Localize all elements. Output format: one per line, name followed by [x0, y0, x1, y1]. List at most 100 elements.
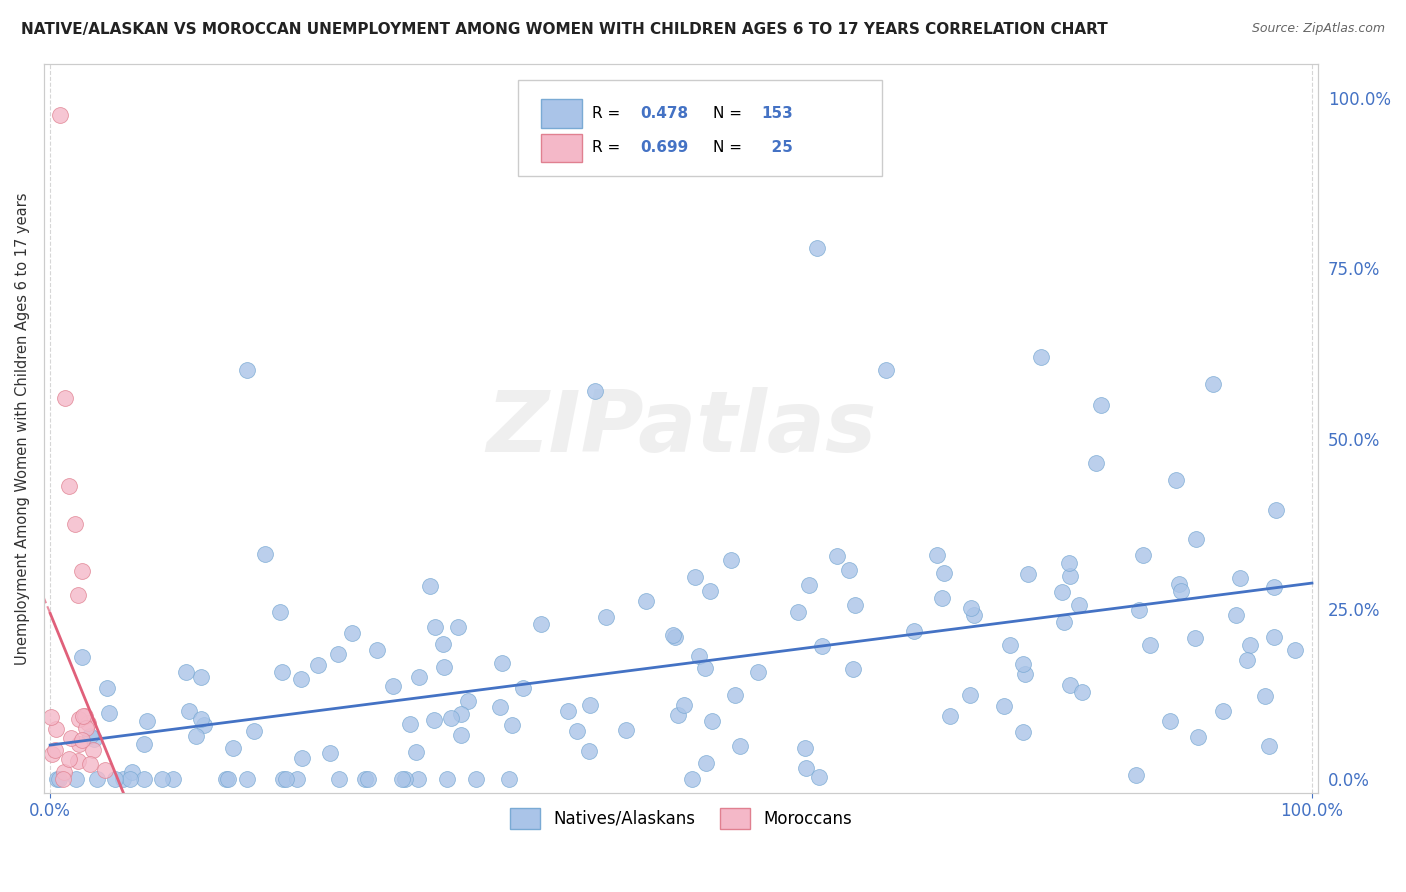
- Point: [578, 698, 600, 713]
- Point: [1253, 689, 1275, 703]
- Point: [1071, 685, 1094, 699]
- Point: [457, 693, 479, 707]
- Text: ZIPatlas: ZIPatlas: [486, 387, 876, 470]
- Point: [419, 579, 441, 593]
- FancyBboxPatch shape: [517, 80, 883, 176]
- Point: [932, 566, 955, 580]
- Point: [1229, 571, 1251, 585]
- Point: [450, 728, 472, 742]
- Point: [664, 630, 686, 644]
- Point: [688, 648, 710, 663]
- Point: [254, 547, 277, 561]
- Point: [931, 591, 953, 605]
- Point: [1170, 584, 1192, 599]
- Point: [1090, 398, 1112, 412]
- Point: [1284, 643, 1306, 657]
- Point: [406, 772, 429, 786]
- Point: [1084, 456, 1107, 470]
- Point: [75, 722, 97, 736]
- Text: R =: R =: [592, 140, 626, 155]
- Point: [67, 754, 90, 768]
- Point: [291, 751, 314, 765]
- Point: [614, 723, 637, 738]
- Point: [423, 713, 446, 727]
- Point: [963, 608, 986, 623]
- Point: [699, 584, 721, 599]
- Point: [673, 698, 696, 712]
- Point: [73, 709, 96, 723]
- Point: [683, 570, 706, 584]
- Point: [82, 743, 104, 757]
- Point: [242, 724, 264, 739]
- Point: [1069, 598, 1091, 612]
- Point: [45, 723, 67, 737]
- Point: [747, 665, 769, 679]
- Point: [273, 772, 295, 786]
- Point: [217, 772, 239, 786]
- Point: [48, 772, 70, 786]
- Point: [842, 662, 865, 676]
- Point: [83, 732, 105, 747]
- Point: [70, 565, 93, 579]
- Point: [193, 718, 215, 732]
- Point: [328, 772, 350, 786]
- Point: [565, 723, 588, 738]
- Point: [1128, 602, 1150, 616]
- Text: N =: N =: [713, 140, 747, 155]
- Point: [903, 624, 925, 639]
- Point: [1225, 608, 1247, 623]
- Point: [58, 752, 80, 766]
- Point: [319, 746, 342, 760]
- Point: [121, 764, 143, 779]
- Point: [432, 659, 454, 673]
- Point: [1184, 631, 1206, 645]
- Point: [94, 764, 117, 778]
- Point: [342, 625, 364, 640]
- Point: [49, 108, 72, 122]
- Point: [512, 681, 534, 695]
- Point: [134, 737, 156, 751]
- Point: [498, 772, 520, 786]
- Point: [693, 661, 716, 675]
- Point: [97, 706, 120, 720]
- Point: [65, 772, 87, 786]
- Point: [1012, 725, 1035, 739]
- Point: [190, 670, 212, 684]
- Point: [79, 757, 101, 772]
- Point: [67, 712, 90, 726]
- Point: [274, 772, 297, 786]
- Point: [844, 598, 866, 612]
- Point: [307, 657, 329, 672]
- Point: [44, 743, 66, 757]
- Point: [186, 729, 208, 743]
- Point: [405, 745, 427, 759]
- Point: [53, 391, 76, 405]
- Point: [1263, 630, 1285, 644]
- Point: [1212, 704, 1234, 718]
- Point: [290, 673, 312, 687]
- Legend: Natives/Alaskans, Moroccans: Natives/Alaskans, Moroccans: [503, 802, 859, 835]
- Point: [67, 737, 90, 751]
- Point: [1236, 652, 1258, 666]
- Point: [408, 670, 430, 684]
- Point: [959, 600, 981, 615]
- Point: [666, 707, 689, 722]
- Point: [398, 717, 420, 731]
- Point: [530, 616, 553, 631]
- Point: [177, 704, 200, 718]
- Point: [797, 577, 820, 591]
- Point: [557, 704, 579, 718]
- Point: [150, 772, 173, 786]
- Point: [1059, 678, 1081, 692]
- Point: [65, 516, 87, 531]
- Point: [1053, 615, 1076, 630]
- Point: [66, 588, 89, 602]
- Point: [96, 681, 118, 695]
- Point: [1029, 350, 1052, 364]
- Point: [1166, 473, 1188, 487]
- Point: [465, 772, 488, 786]
- Point: [634, 594, 657, 608]
- Point: [1239, 638, 1261, 652]
- Point: [1012, 657, 1035, 671]
- Point: [287, 772, 309, 786]
